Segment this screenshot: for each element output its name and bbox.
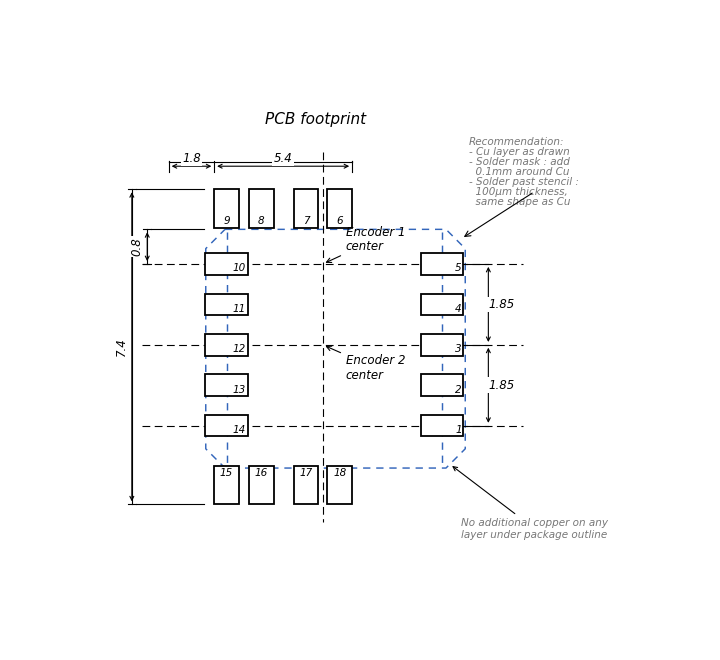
Bar <box>421 415 464 436</box>
Bar <box>328 466 352 504</box>
Text: 5: 5 <box>455 263 462 273</box>
Text: 5.4: 5.4 <box>274 152 292 165</box>
Text: Encoder 1
center: Encoder 1 center <box>326 226 405 263</box>
Bar <box>215 189 239 228</box>
Text: 10: 10 <box>233 263 246 273</box>
Text: 6: 6 <box>336 216 343 226</box>
Text: Encoder 2
center: Encoder 2 center <box>326 346 405 382</box>
Text: 8: 8 <box>258 216 264 226</box>
Bar <box>294 189 318 228</box>
Text: 13: 13 <box>233 385 246 395</box>
Bar <box>328 189 352 228</box>
Text: 0.1mm around Cu: 0.1mm around Cu <box>469 167 570 177</box>
Bar <box>205 294 248 315</box>
Bar <box>205 415 248 436</box>
Bar <box>421 374 464 396</box>
Text: 18: 18 <box>333 468 346 478</box>
Text: 100μm thickness,: 100μm thickness, <box>469 187 568 197</box>
Text: 7.4: 7.4 <box>114 337 127 356</box>
Bar <box>294 466 318 504</box>
Bar <box>215 466 239 504</box>
Bar <box>421 294 464 315</box>
Bar <box>421 253 464 275</box>
Text: 9: 9 <box>223 216 230 226</box>
Text: 12: 12 <box>233 344 246 354</box>
Bar <box>205 253 248 275</box>
Text: 4: 4 <box>455 304 462 314</box>
Bar <box>205 334 248 356</box>
Text: - Cu layer as drawn: - Cu layer as drawn <box>469 147 570 157</box>
Bar <box>421 334 464 356</box>
Text: 1: 1 <box>455 425 462 435</box>
Text: PCB footprint: PCB footprint <box>264 112 366 127</box>
Text: 3: 3 <box>455 344 462 354</box>
Bar <box>205 374 248 396</box>
Text: - Solder past stencil :: - Solder past stencil : <box>469 177 579 187</box>
Text: No additional copper on any
layer under package outline: No additional copper on any layer under … <box>453 467 608 540</box>
Bar <box>249 466 274 504</box>
Text: 17: 17 <box>300 468 312 478</box>
Text: 1.85: 1.85 <box>488 298 515 311</box>
Text: 1.8: 1.8 <box>182 152 201 165</box>
Text: 14: 14 <box>233 425 246 435</box>
Text: 11: 11 <box>233 304 246 314</box>
Text: - Solder mask : add: - Solder mask : add <box>469 157 570 167</box>
Text: Recommendation:: Recommendation: <box>469 137 564 147</box>
Text: 1.85: 1.85 <box>488 379 515 392</box>
Text: 7: 7 <box>302 216 309 226</box>
Text: same shape as Cu: same shape as Cu <box>469 197 571 207</box>
Text: 15: 15 <box>220 468 233 478</box>
Text: 16: 16 <box>255 468 268 478</box>
Text: 2: 2 <box>455 385 462 395</box>
Bar <box>249 189 274 228</box>
Text: 0.8: 0.8 <box>130 238 143 256</box>
